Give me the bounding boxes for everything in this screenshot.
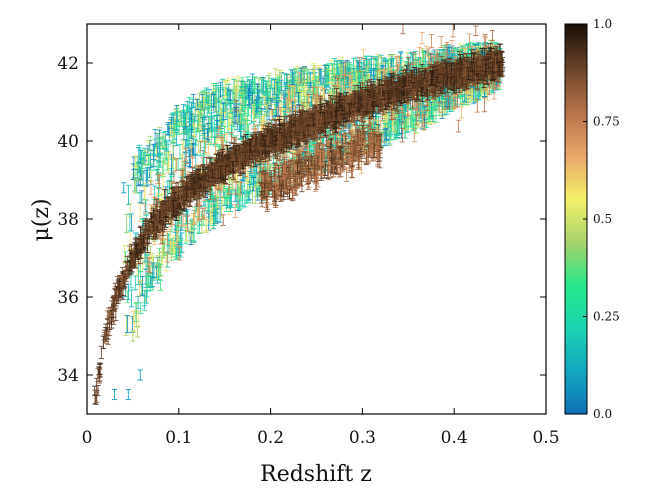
data-point (489, 30, 496, 42)
data-point (258, 97, 265, 116)
data-point (455, 119, 461, 133)
data-point (360, 48, 367, 61)
data-point (128, 289, 135, 308)
data-point (400, 24, 406, 35)
data-point (122, 245, 128, 264)
data-point (124, 315, 131, 333)
data-point (142, 186, 148, 201)
data-point (148, 180, 154, 196)
data-point (123, 214, 130, 234)
data-point (142, 203, 148, 215)
scatter-points (92, 24, 506, 405)
data-point (183, 211, 190, 225)
data-point (419, 31, 425, 45)
data-point (255, 83, 261, 98)
data-point (349, 165, 356, 179)
data-point (136, 311, 142, 328)
data-point (125, 184, 132, 205)
data-point (458, 103, 465, 119)
data-point (232, 189, 238, 202)
data-point (473, 25, 479, 36)
data-point (428, 34, 435, 48)
data-point (205, 135, 212, 156)
data-point (343, 167, 350, 182)
